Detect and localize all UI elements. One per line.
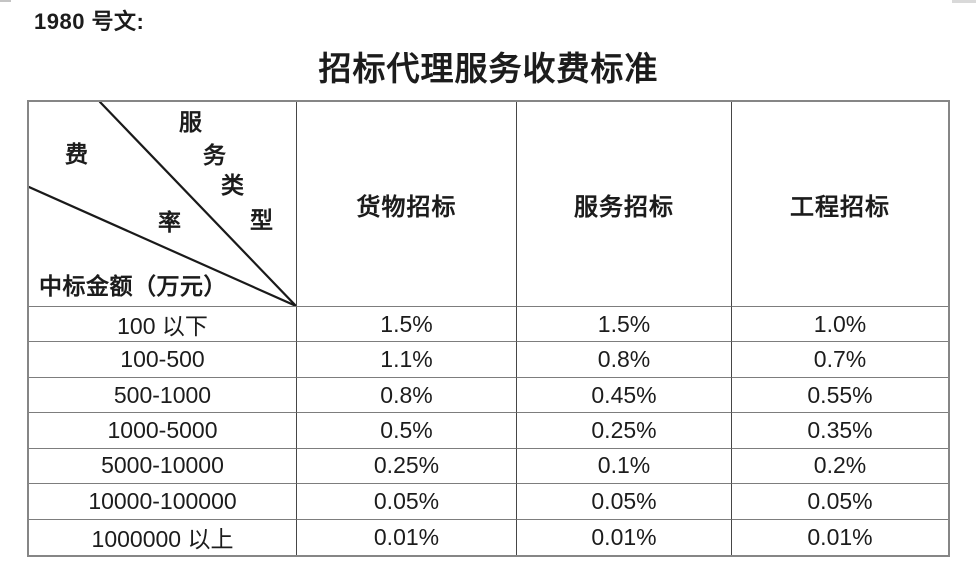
fee-value-cell: 0.2% <box>732 449 948 485</box>
fee-value-cell: 0.25% <box>517 413 732 449</box>
fee-value-cell: 0.01% <box>297 519 517 555</box>
fee-value-cell: 0.5% <box>297 413 517 449</box>
diagonal-divider-lines <box>29 102 296 306</box>
doc-number: 1980 号文: <box>34 9 145 34</box>
column-header-service: 服务招标 <box>517 102 732 307</box>
column-header-engineering: 工程招标 <box>732 102 948 307</box>
fee-value-cell: 0.7% <box>732 342 948 378</box>
fee-value-cell: 1.5% <box>297 307 517 343</box>
fee-value-cell: 0.55% <box>732 378 948 414</box>
corner-service-type-char: 类 <box>221 173 244 198</box>
fee-value-cell: 0.45% <box>517 377 732 414</box>
fee-value-cell: 0.8% <box>297 377 517 414</box>
column-header-goods: 货物招标 <box>297 102 517 307</box>
diagonal-corner-header-cell: 服 务 类 型 费 率 中标金额（万元） <box>29 102 297 307</box>
corner-fee-rate-char: 率 <box>158 210 181 235</box>
top-right-edge-artifact <box>952 0 976 3</box>
row-label-cell: 500-1000 <box>29 377 297 414</box>
row-label-cell: 1000-5000 <box>29 413 297 449</box>
row-label-cell: 10000-100000 <box>29 484 297 520</box>
fee-value-cell: 0.1% <box>517 448 732 485</box>
row-label-cell: 100 以下 <box>29 307 297 343</box>
row-label-cell: 5000-10000 <box>29 448 297 485</box>
fee-value-cell: 0.25% <box>297 448 517 485</box>
fee-value-cell: 0.01% <box>517 519 732 555</box>
fee-value-cell: 0.01% <box>807 523 873 550</box>
corner-service-type-char: 型 <box>250 208 273 233</box>
fee-value-cell: 0.8% <box>517 342 732 378</box>
fee-value-cell: 0.05% <box>517 484 732 520</box>
fee-standard-table: 服 务 类 型 费 率 中标金额（万元） 货物招标 服务招标 工程招标 100 … <box>27 100 950 557</box>
fee-value-cell: 1.5% <box>517 307 732 343</box>
fee-value-cell: 1.1% <box>297 342 517 378</box>
row-label-cell: 100-500 <box>29 342 297 378</box>
top-left-edge-artifact <box>0 0 11 2</box>
corner-service-type-char: 务 <box>203 143 226 168</box>
fee-value-cell: 0.35% <box>732 413 948 449</box>
page-title: 招标代理服务收费标准 <box>318 52 659 88</box>
row-label-cell: 1000000 以上 <box>29 519 297 555</box>
fee-value-cell: 1.0% <box>732 307 948 343</box>
corner-service-type-char: 服 <box>179 110 202 135</box>
fee-value-cell: 0.05% <box>297 484 517 520</box>
corner-amount-label: 中标金额（万元） <box>39 274 227 299</box>
fee-value-cell: 0.05% <box>732 484 948 520</box>
corner-fee-rate-char: 费 <box>65 142 88 167</box>
